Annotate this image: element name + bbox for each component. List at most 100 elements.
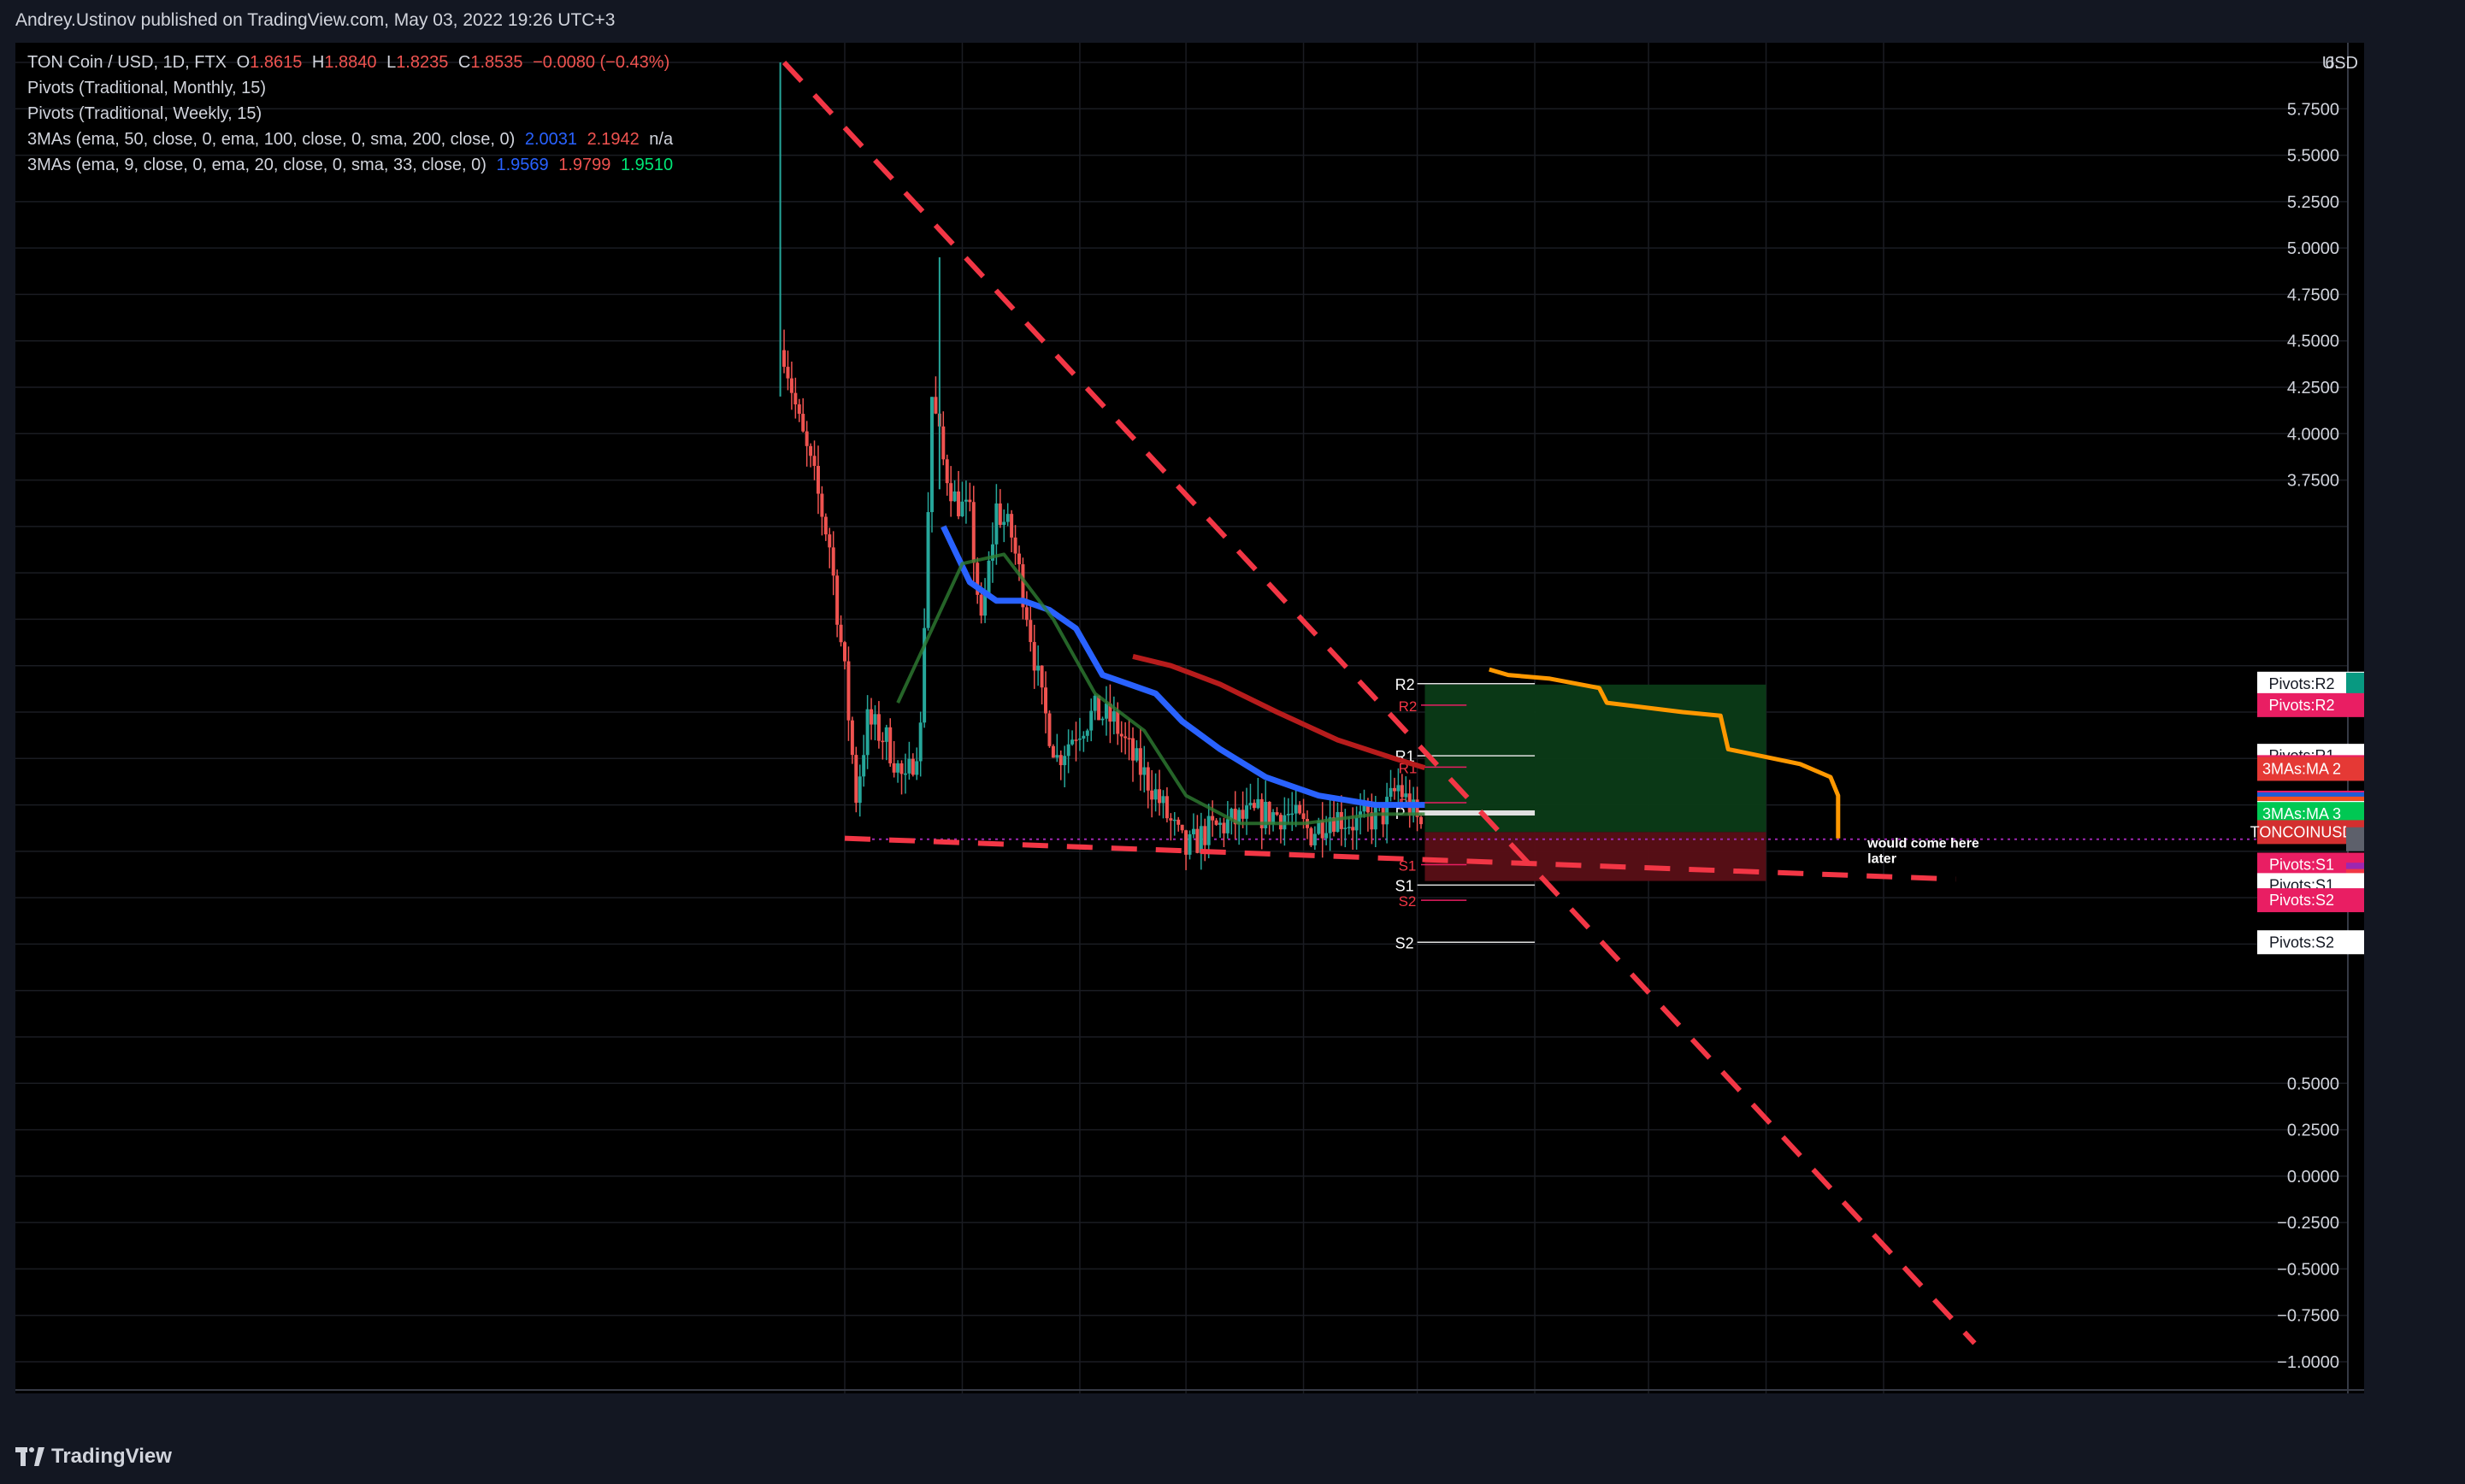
candle-body [850, 720, 854, 756]
candle-body [1104, 703, 1108, 719]
legend-ma-long-v3: n/a [649, 130, 674, 149]
candle-body [945, 459, 949, 484]
candle-body [1063, 756, 1067, 766]
legend-change: −0.0080 (−0.43%) [533, 53, 670, 72]
candle-body [1245, 805, 1249, 819]
candle-body [1290, 813, 1294, 816]
candle-body [990, 544, 994, 561]
candle-body [1328, 817, 1332, 833]
legend-ma-short-label: 3MAs (ema, 9, close, 0, ema, 20, close, … [27, 156, 487, 174]
candle-body [1362, 804, 1366, 812]
candle-body [903, 773, 907, 775]
candle-body [1176, 819, 1181, 825]
candle-body [797, 404, 801, 415]
projection-path [1489, 667, 1841, 839]
candle-body [1419, 816, 1424, 825]
candle-body [1055, 755, 1059, 758]
candle-body [907, 758, 911, 774]
tradingview-brand: TradingView [51, 1445, 172, 1468]
top-bar: Andrey.Ustinov published on TradingView.… [0, 0, 2465, 43]
pivot-weekly-label-s2: S2 [1399, 893, 1417, 910]
candle-body [934, 397, 938, 414]
y-axis-tick-label: 0.2500 [2287, 1122, 2339, 1140]
candle-body [1230, 809, 1234, 820]
legend-ma-long: 3MAs (ema, 50, close, 0, ema, 100, close… [27, 130, 678, 150]
candle-body [1074, 739, 1078, 741]
candle-body [1044, 687, 1048, 714]
candle-body [915, 761, 919, 775]
candle-body [1233, 809, 1237, 825]
candle-body [1013, 537, 1017, 554]
candle-body [828, 534, 832, 548]
candle-body [1082, 735, 1086, 739]
annotation-text-line1: would come here [1866, 836, 1979, 851]
legend-ma-short: 3MAs (ema, 9, close, 0, ema, 20, close, … [27, 156, 678, 175]
candle-body [1317, 820, 1321, 834]
price-label-value-bg [2346, 757, 2364, 781]
y-axis-tick-label: 4.7500 [2287, 286, 2339, 304]
published-by-text: Andrey.Ustinov published on TradingView.… [15, 10, 616, 30]
candle-body [983, 594, 988, 616]
candle-body [805, 431, 809, 446]
candle-body [964, 499, 968, 502]
moving-average-line-1 [941, 525, 1425, 809]
candle-body [1286, 814, 1290, 816]
candle-body [1400, 785, 1404, 798]
candle-body [998, 503, 1002, 526]
y-axis-tick-label: −0.2500 [2277, 1214, 2339, 1233]
pivot-monthly-label-s2: S2 [1395, 934, 1414, 951]
candle-body [1172, 819, 1176, 822]
price-label-value-bg [2346, 692, 2364, 717]
y-axis-tick-label: −0.5000 [2277, 1260, 2339, 1279]
candle-body [843, 642, 846, 662]
candle-body [1024, 607, 1029, 621]
candle-body [1108, 703, 1112, 722]
legend-high: H1.8840 [311, 53, 377, 72]
candle-body [858, 776, 862, 804]
candle-body [1131, 738, 1135, 761]
pivot-monthly-label-s1: S1 [1395, 877, 1414, 894]
legend-open: O1.8615 [236, 53, 303, 72]
candle-body [929, 397, 934, 513]
candle-body [1248, 803, 1253, 806]
candle-body [941, 426, 946, 460]
candle-body [873, 714, 877, 725]
y-axis-tick-label: 3.7500 [2287, 472, 2339, 491]
price-label-value-bg [2346, 888, 2364, 913]
moving-average-line-3 [896, 552, 1425, 826]
candle-body [968, 499, 972, 503]
tradingview-logo-icon [15, 1447, 44, 1466]
legend-symbol-title: TON Coin / USD, 1D, FTX [27, 53, 227, 72]
tradingview-logo[interactable]: TradingView [15, 1445, 172, 1469]
price-label-value-bg [2346, 827, 2364, 851]
trendline-1 [781, 60, 1977, 1346]
candle-body [1222, 822, 1226, 833]
candle-body [854, 755, 858, 804]
candle-body [949, 483, 953, 502]
price-label-name-bg [2257, 692, 2346, 717]
candle-body [1225, 819, 1230, 833]
price-label-name: 3MAs:MA 2 [2262, 760, 2341, 777]
candle-body [1135, 748, 1139, 761]
y-axis-tick-label: 5.0000 [2287, 239, 2339, 258]
candle-body [1077, 738, 1082, 740]
candle-body [1343, 827, 1347, 829]
candle-body [1112, 711, 1116, 722]
price-label-name: Pivots:R2 [2268, 697, 2334, 714]
price-label-name-bg [2257, 888, 2346, 913]
candle-body [1085, 730, 1089, 736]
trendline-2 [844, 835, 1956, 882]
candle-body [1093, 695, 1097, 711]
candle-body [1100, 718, 1105, 721]
chart-area[interactable]: R2 R1 P S1 S2 R2 R1 P S1 S2 would come here later 6.… [15, 43, 2364, 1393]
candle-body [1203, 826, 1207, 845]
candle-body [1010, 514, 1014, 538]
candle-body [1191, 828, 1195, 834]
candle-body [1097, 695, 1101, 721]
price-label-name-bg [2257, 757, 2346, 781]
candle-body [1032, 642, 1036, 671]
candle-body [1142, 767, 1147, 775]
legend-symbol-row: TON Coin / USD, 1D, FTX O1.8615 H1.8840 … [27, 53, 675, 73]
candle-body [1320, 820, 1324, 839]
